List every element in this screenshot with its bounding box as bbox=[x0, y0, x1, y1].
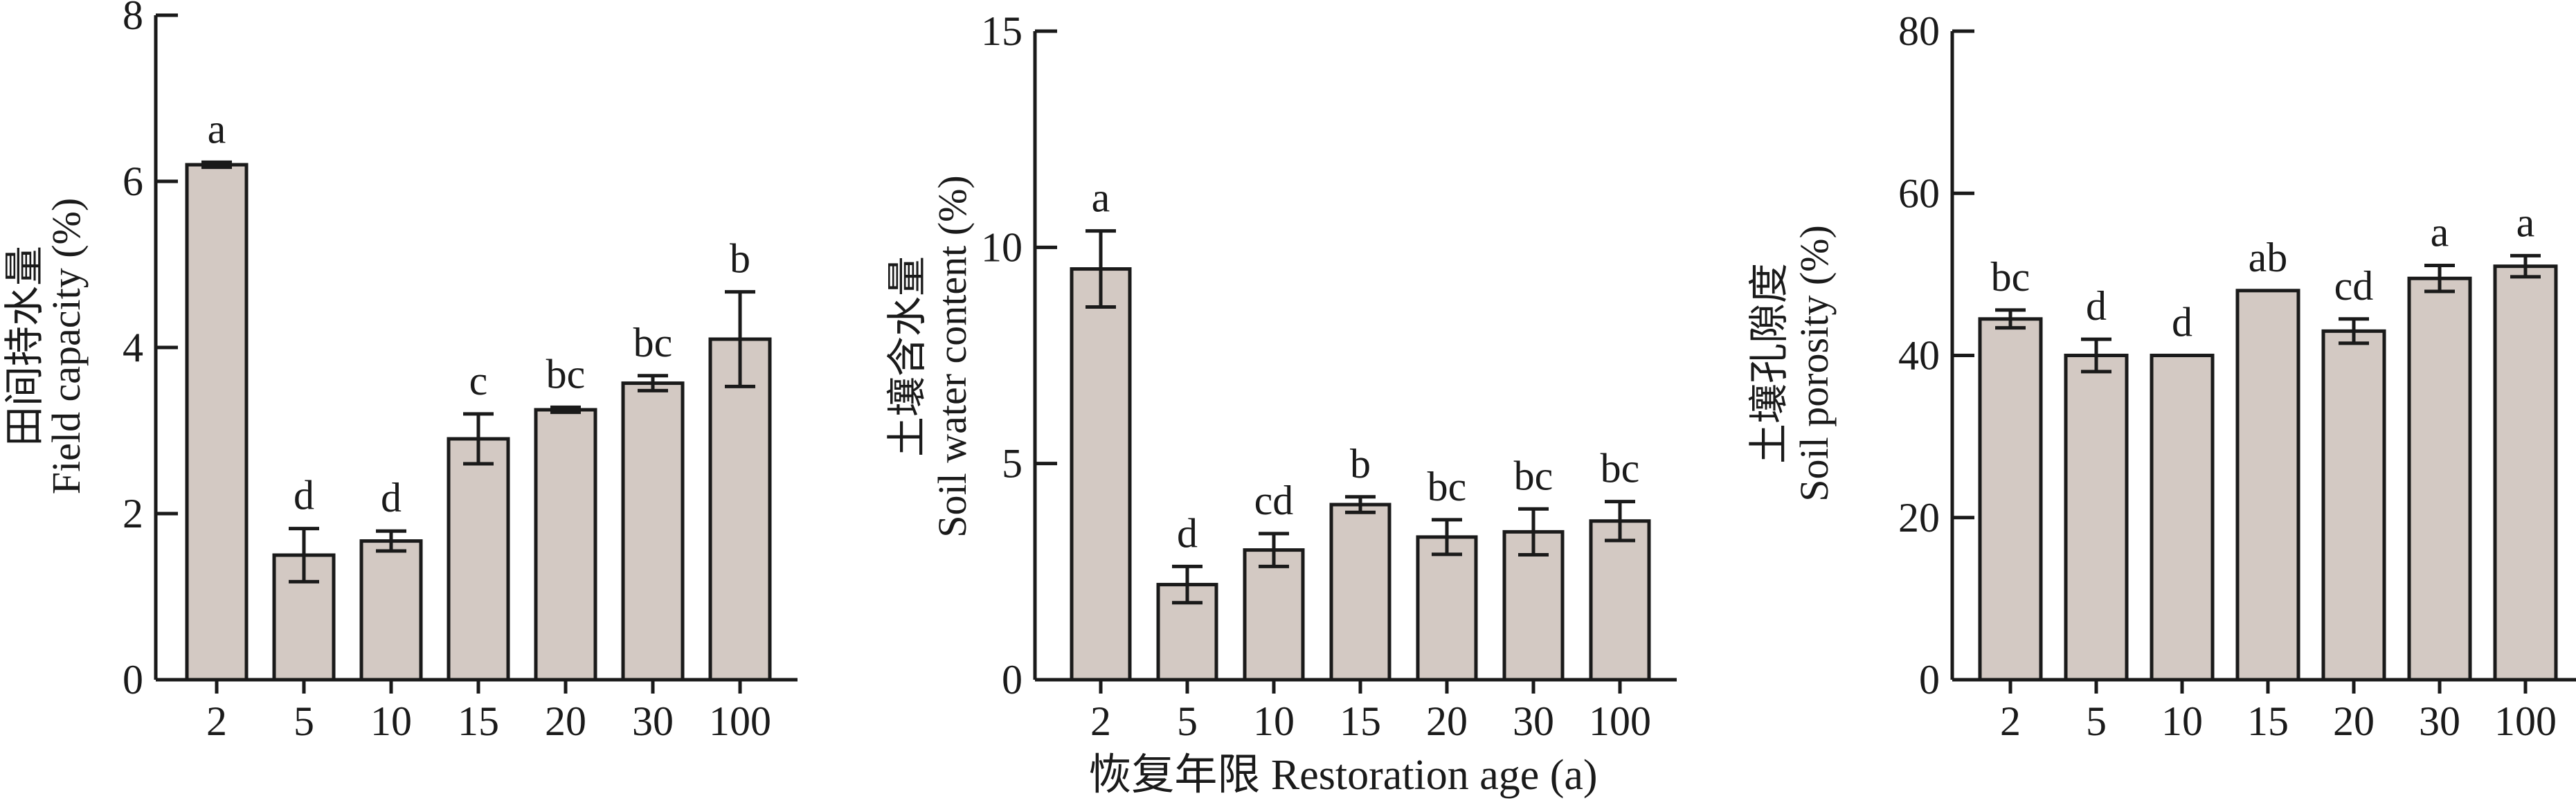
x-tick-label: 100 bbox=[709, 698, 771, 744]
x-tick-label: 2 bbox=[206, 698, 227, 744]
significance-label: bc bbox=[1601, 446, 1640, 491]
x-tick-label: 30 bbox=[632, 698, 674, 744]
y-axis-label-cn: 田间持水量 bbox=[2, 246, 47, 446]
significance-label: bc bbox=[1514, 453, 1553, 498]
y-axis-label-en: Field capacity (%) bbox=[44, 198, 89, 494]
y-tick-label: 0 bbox=[1919, 657, 1940, 703]
y-tick-label: 6 bbox=[123, 159, 143, 204]
significance-label: bc bbox=[1991, 254, 2030, 300]
x-tick-label: 2 bbox=[2000, 698, 2021, 744]
x-tick-label: 20 bbox=[1426, 698, 1468, 744]
significance-label: d bbox=[294, 473, 314, 518]
x-tick-label: 100 bbox=[2494, 698, 2557, 744]
bar bbox=[534, 408, 597, 682]
bar bbox=[185, 163, 249, 682]
y-tick-label: 2 bbox=[123, 491, 143, 536]
x-tick-label: 15 bbox=[1340, 698, 1381, 744]
bar bbox=[447, 437, 510, 682]
significance-label: bc bbox=[633, 320, 673, 365]
x-tick-label: 30 bbox=[1513, 698, 1554, 744]
significance-label: ab bbox=[2249, 235, 2288, 280]
bar bbox=[1243, 548, 1305, 682]
x-axis-label: 恢复年限 Restoration age (a) bbox=[1088, 752, 1597, 799]
y-tick-label: 8 bbox=[123, 0, 143, 38]
x-tick-label: 5 bbox=[294, 698, 314, 744]
bar bbox=[1329, 503, 1391, 682]
y-tick-label: 0 bbox=[1002, 657, 1023, 703]
soil-water-content-chart: 0 5 10 15 a 2 d 5 cd 10 b 15 bc 20 bc 30 bc 100 土壤含水量 Soil … bbox=[885, 8, 1677, 744]
bar bbox=[2493, 264, 2558, 682]
significance-label: a bbox=[2516, 199, 2535, 245]
y-axis-label-cn: 土壤孔隙度 bbox=[1747, 263, 1792, 464]
significance-label: d bbox=[2172, 300, 2192, 345]
y-axis-label-cn: 土壤含水量 bbox=[885, 256, 930, 457]
bar bbox=[1416, 535, 1478, 682]
x-tick-label: 20 bbox=[2333, 698, 2375, 744]
x-tick-label: 10 bbox=[370, 698, 412, 744]
y-axis-label-en: Soil porosity (%) bbox=[1792, 225, 1837, 502]
y-tick-label: 20 bbox=[1898, 495, 1940, 541]
significance-label: d bbox=[381, 475, 402, 521]
bar bbox=[2235, 289, 2300, 682]
bar bbox=[1589, 519, 1651, 682]
bar bbox=[621, 381, 685, 682]
significance-label: b bbox=[1350, 441, 1371, 487]
y-tick-label: 80 bbox=[1898, 8, 1940, 54]
bar bbox=[1070, 267, 1132, 682]
significance-label: d bbox=[2086, 283, 2107, 329]
significance-label: b bbox=[730, 236, 750, 282]
significance-label: a bbox=[208, 106, 226, 152]
significance-label: d bbox=[1177, 510, 1198, 556]
x-tick-label: 5 bbox=[1177, 698, 1198, 744]
y-tick-label: 40 bbox=[1898, 333, 1940, 379]
significance-label: a bbox=[2431, 209, 2449, 255]
soil-porosity-chart: 0 20 40 60 80 bc 2 d 5 d 10 ab 15 cd 20 a 30 a 100 土壤孔隙度 Soi… bbox=[1747, 8, 2576, 744]
y-tick-label: 15 bbox=[981, 8, 1023, 54]
bar bbox=[2321, 329, 2386, 682]
x-tick-label: 30 bbox=[2419, 698, 2460, 744]
y-tick-label: 5 bbox=[1002, 441, 1023, 487]
bar bbox=[359, 539, 423, 682]
x-tick-label: 5 bbox=[2086, 698, 2107, 744]
x-tick-label: 15 bbox=[458, 698, 499, 744]
x-tick-label: 2 bbox=[1090, 698, 1111, 744]
bar bbox=[2150, 354, 2215, 682]
bar bbox=[708, 337, 772, 682]
bar bbox=[2407, 276, 2472, 682]
y-tick-label: 4 bbox=[123, 325, 143, 370]
bar bbox=[2064, 354, 2129, 682]
x-tick-label: 10 bbox=[1253, 698, 1295, 744]
x-tick-label: 15 bbox=[2247, 698, 2289, 744]
significance-label: bc bbox=[546, 351, 586, 397]
y-tick-label: 60 bbox=[1898, 170, 1940, 216]
x-tick-label: 20 bbox=[545, 698, 586, 744]
x-tick-label: 10 bbox=[2161, 698, 2203, 744]
significance-label: cd bbox=[2334, 263, 2374, 309]
significance-label: cd bbox=[1254, 478, 1294, 523]
y-tick-label: 0 bbox=[123, 657, 143, 703]
y-axis-label-en: Soil water content (%) bbox=[930, 175, 975, 537]
significance-label: bc bbox=[1427, 464, 1467, 509]
y-tick-label: 10 bbox=[981, 224, 1023, 270]
x-tick-label: 100 bbox=[1589, 698, 1651, 744]
significance-label: a bbox=[1092, 175, 1110, 221]
bar bbox=[1978, 317, 2043, 682]
significance-label: c bbox=[469, 358, 488, 404]
